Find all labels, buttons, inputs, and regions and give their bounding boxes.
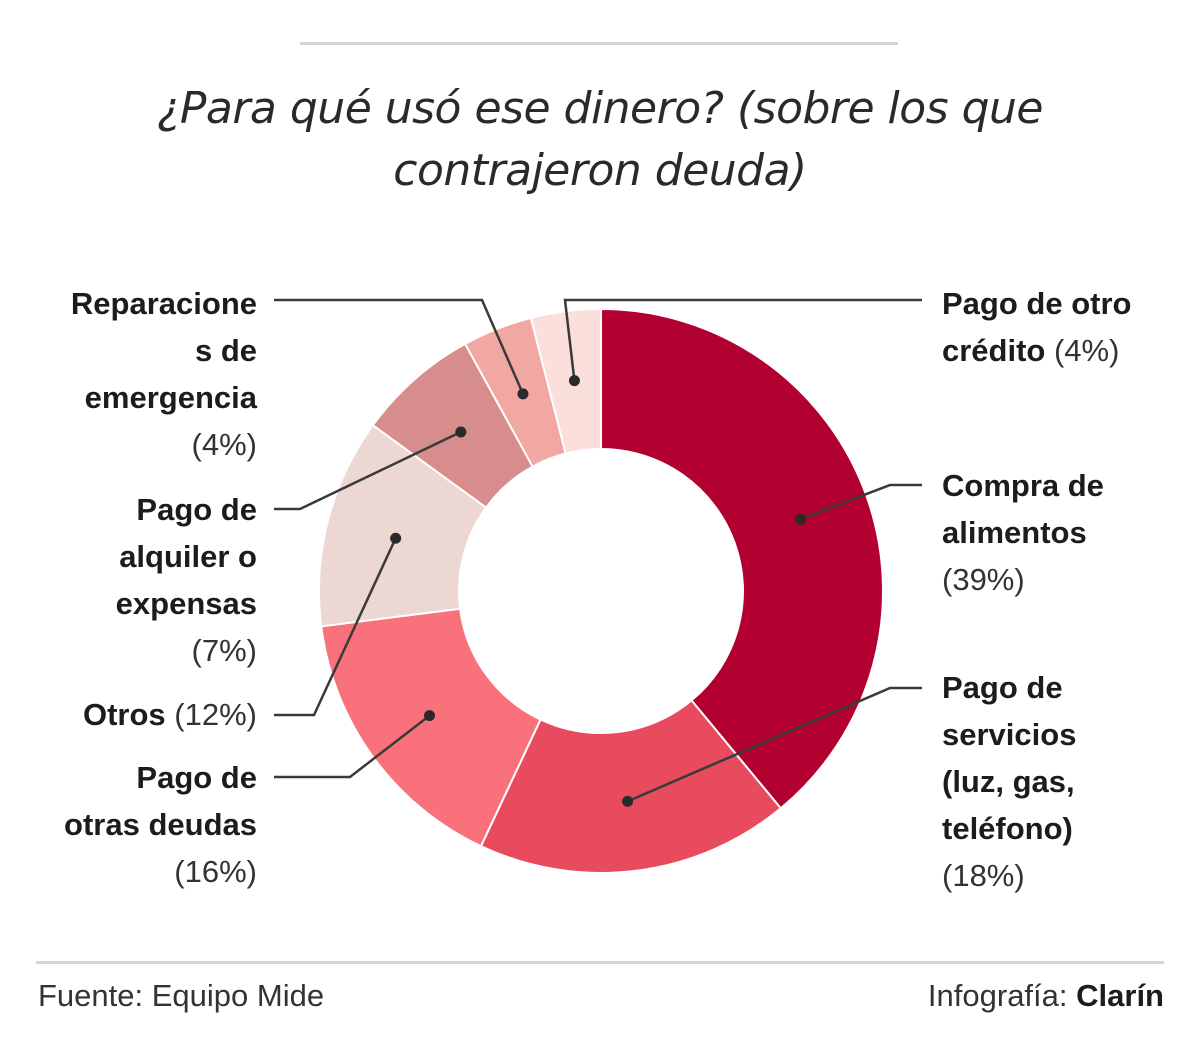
leader-line: [274, 537, 397, 717]
leader-line: [563, 298, 922, 381]
label-pago-servicios-line-4: teléfono): [942, 811, 1073, 846]
credit-brand: Clarín: [1076, 978, 1164, 1013]
label-pago-servicios-line-2: servicios: [942, 717, 1077, 752]
donut-slice-otros: [318, 423, 488, 628]
leader-dot: [794, 513, 806, 525]
leader-dot: [517, 388, 529, 400]
leader-line: [800, 483, 922, 521]
label-pago-alquiler: Pago de alquiler o expensas (7%): [116, 486, 257, 674]
label-otras-deudas-pct: (16%): [174, 854, 257, 889]
leader-line: [274, 430, 462, 511]
leader-dot: [568, 375, 580, 387]
leader-dot: [423, 710, 435, 722]
leader-line: [627, 686, 922, 803]
label-pago-servicios: Pago de servicios (luz, gas, teléfono) (…: [942, 664, 1076, 899]
bottom-divider: [36, 961, 1164, 964]
label-reparaciones-pct: (4%): [191, 427, 257, 462]
label-reparaciones-emergencia: Reparacione s de emergencia (4%): [71, 280, 257, 468]
label-pago-servicios-pct: (18%): [942, 858, 1025, 893]
credit-prefix: Infografía:: [927, 978, 1077, 1013]
chart-title: ¿Para qué usó ese dinero? (sobre los que…: [100, 78, 1100, 202]
label-pago-alquiler-line-1: Pago de: [136, 492, 257, 527]
label-pago-otro-credito-line-1: Pago de otro: [942, 286, 1132, 321]
label-compra-alimentos-line-1: Compra de: [942, 468, 1104, 503]
label-compra-alimentos: Compra de alimentos (39%): [942, 462, 1104, 603]
label-reparaciones-line-3: emergencia: [84, 380, 257, 415]
leader-dot: [622, 795, 634, 807]
label-pago-otro-credito-line-2: crédito: [942, 333, 1046, 368]
label-pago-otro-credito: Pago de otro crédito (4%): [942, 280, 1131, 374]
label-compra-alimentos-line-2: alimentos: [942, 515, 1087, 550]
label-otros-pct: (12%): [174, 697, 257, 732]
label-compra-alimentos-pct: (39%): [942, 562, 1025, 597]
donut-slice-pago-de-servicios-luz-gas-teléfono: [479, 699, 783, 874]
infographic-credit: Infografía: Clarín: [928, 978, 1164, 1014]
label-pago-alquiler-line-2: alquiler o: [119, 539, 257, 574]
donut-slices: [318, 307, 884, 874]
top-divider: [300, 42, 898, 45]
label-otros-line-1: Otros: [82, 697, 166, 732]
leader-dot: [455, 426, 467, 438]
chart-title-line-2: contrajeron deuda): [393, 145, 807, 196]
label-otras-deudas-line-1: Pago de: [136, 760, 257, 795]
leader-dot: [390, 532, 402, 544]
donut-slice-pago-de-otro-crédito: [529, 307, 602, 455]
label-pago-servicios-line-1: Pago de: [942, 670, 1063, 705]
label-pago-otro-credito-pct: (4%): [1053, 333, 1120, 368]
label-reparaciones-line-2: s de: [194, 333, 257, 368]
label-pago-servicios-line-3: (luz, gas,: [942, 764, 1075, 799]
label-pago-alquiler-pct: (7%): [191, 633, 257, 668]
leader-line: [274, 298, 525, 395]
label-otros: Otros (12%): [83, 691, 257, 738]
leader-line: [274, 714, 431, 779]
leader-lines: [274, 298, 922, 807]
label-reparaciones-line-1: Reparacione: [70, 286, 257, 321]
donut-slice-compra-de-alimentos: [600, 307, 884, 810]
donut-slice-pago-de-otras-deudas: [320, 607, 542, 848]
label-otras-deudas-line-2: otras deudas: [64, 807, 257, 842]
chart-title-line-1: ¿Para qué usó ese dinero? (sobre los que: [156, 83, 1044, 134]
label-pago-alquiler-line-3: expensas: [115, 586, 257, 621]
source-note: Fuente: Equipo Mide: [38, 978, 325, 1013]
label-pago-otras-deudas: Pago de otras deudas (16%): [64, 754, 257, 895]
